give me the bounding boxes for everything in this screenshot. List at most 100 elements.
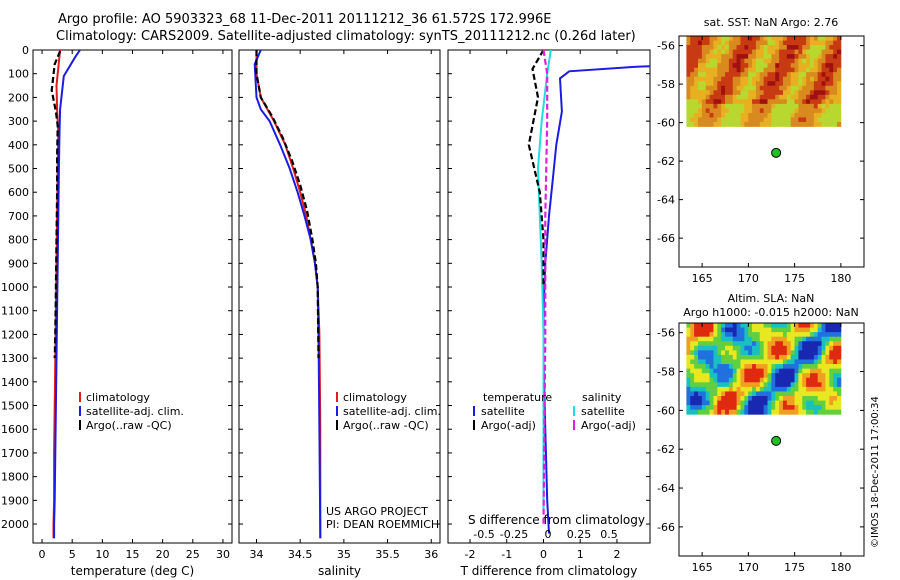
sst-cell [697,76,703,82]
sst-cell [821,58,826,64]
sst-cell [809,72,815,78]
sla-cell [786,364,792,370]
sla-cell [728,382,734,388]
sla-cell [837,373,842,379]
sla-cell [740,345,745,351]
sla-cell [821,386,826,392]
sla-cell [802,368,807,374]
sla-cell [794,409,799,415]
sla-cell [779,368,784,374]
sla-cell [725,405,730,411]
sst-cell [686,54,691,60]
sst-cell [763,63,768,69]
y-tick-label: 1100 [1,305,29,318]
sla-cell [763,368,768,374]
sst-cell [829,103,834,109]
sla-cell [825,400,830,406]
sla-cell [755,323,761,328]
sst-cell [725,40,730,46]
sla-cell [809,323,815,328]
sst-cell [813,67,819,73]
sla-cell [697,396,703,401]
sla-cell [806,373,811,379]
map-x-tick-label: 170 [738,272,759,285]
sla-cell [763,341,768,347]
sla-cell [825,332,830,338]
sst-cell [755,36,761,41]
sla-cell [829,386,834,392]
sla-cell [697,359,703,365]
sst-cell [817,45,822,50]
sst-cell [763,76,768,82]
sla-cell [806,405,811,411]
sst-cell [806,103,811,109]
sst-cell [763,117,768,123]
sst-cell [790,81,795,87]
project-annotation: PI: DEAN ROEMMICH [326,518,439,531]
sst-cell [705,108,710,114]
sla-cell [701,400,707,406]
sst-cell [771,63,776,69]
sst-cell [721,36,726,41]
legend-entry: satellite-adj. clim. [343,405,441,418]
sst-cell [817,103,822,109]
sst-cell [736,76,741,82]
sla-cell [782,382,788,388]
sst-cell [728,72,734,78]
sla-cell [732,400,737,406]
sst-cell [721,76,726,82]
sla-cell [709,327,714,333]
sla-cell [740,400,745,406]
sst-cell [759,94,765,100]
sst-cell [817,76,822,82]
sst-cell [786,76,792,82]
sla-cell [728,386,734,392]
sla-cell [752,327,757,333]
sla-map-title: Altim. SLA: NaN [728,292,815,305]
sla-cell [701,323,707,328]
sst-cell [713,90,718,96]
sla-cell [771,341,776,347]
legend-entry: climatology [86,391,150,404]
sst-cell [713,99,718,105]
sla-cell [732,332,737,338]
sst-cell [705,45,710,50]
sla-cell [779,382,784,388]
sla-cell [790,327,795,333]
sst-cell [732,99,737,105]
sla-cell [721,373,726,379]
sla-cell [821,359,826,365]
sla-cell [771,396,776,401]
sla-cell [694,354,699,360]
sla-cell [686,373,691,379]
sla-cell [697,341,703,347]
sla-cell [713,386,718,392]
sst-cell [833,81,838,87]
sla-cell [701,396,707,401]
sla-cell [794,332,799,338]
sst-cell [744,40,749,46]
sst-cell [806,99,811,105]
sst-cell [725,76,730,82]
sst-cell [767,76,772,82]
sla-cell [748,350,753,356]
sst-cell [755,67,761,73]
sla-cell [786,354,792,360]
sla-cell [713,364,718,370]
sst-cell [701,76,707,82]
sla-cell [748,382,753,388]
sst-cell [728,108,734,114]
sla-cell [736,354,741,360]
sst-cell [833,72,838,78]
sla-cell [752,391,757,397]
sst-cell [694,99,699,105]
y-tick-label: 1300 [1,352,29,365]
sst-cell [717,58,722,64]
sla-cell [705,405,710,411]
sla-cell [779,405,784,411]
sst-cell [728,49,734,55]
sla-cell [825,345,830,351]
sla-cell [806,327,811,333]
sla-cell [767,400,772,406]
sst-cell [763,72,768,78]
